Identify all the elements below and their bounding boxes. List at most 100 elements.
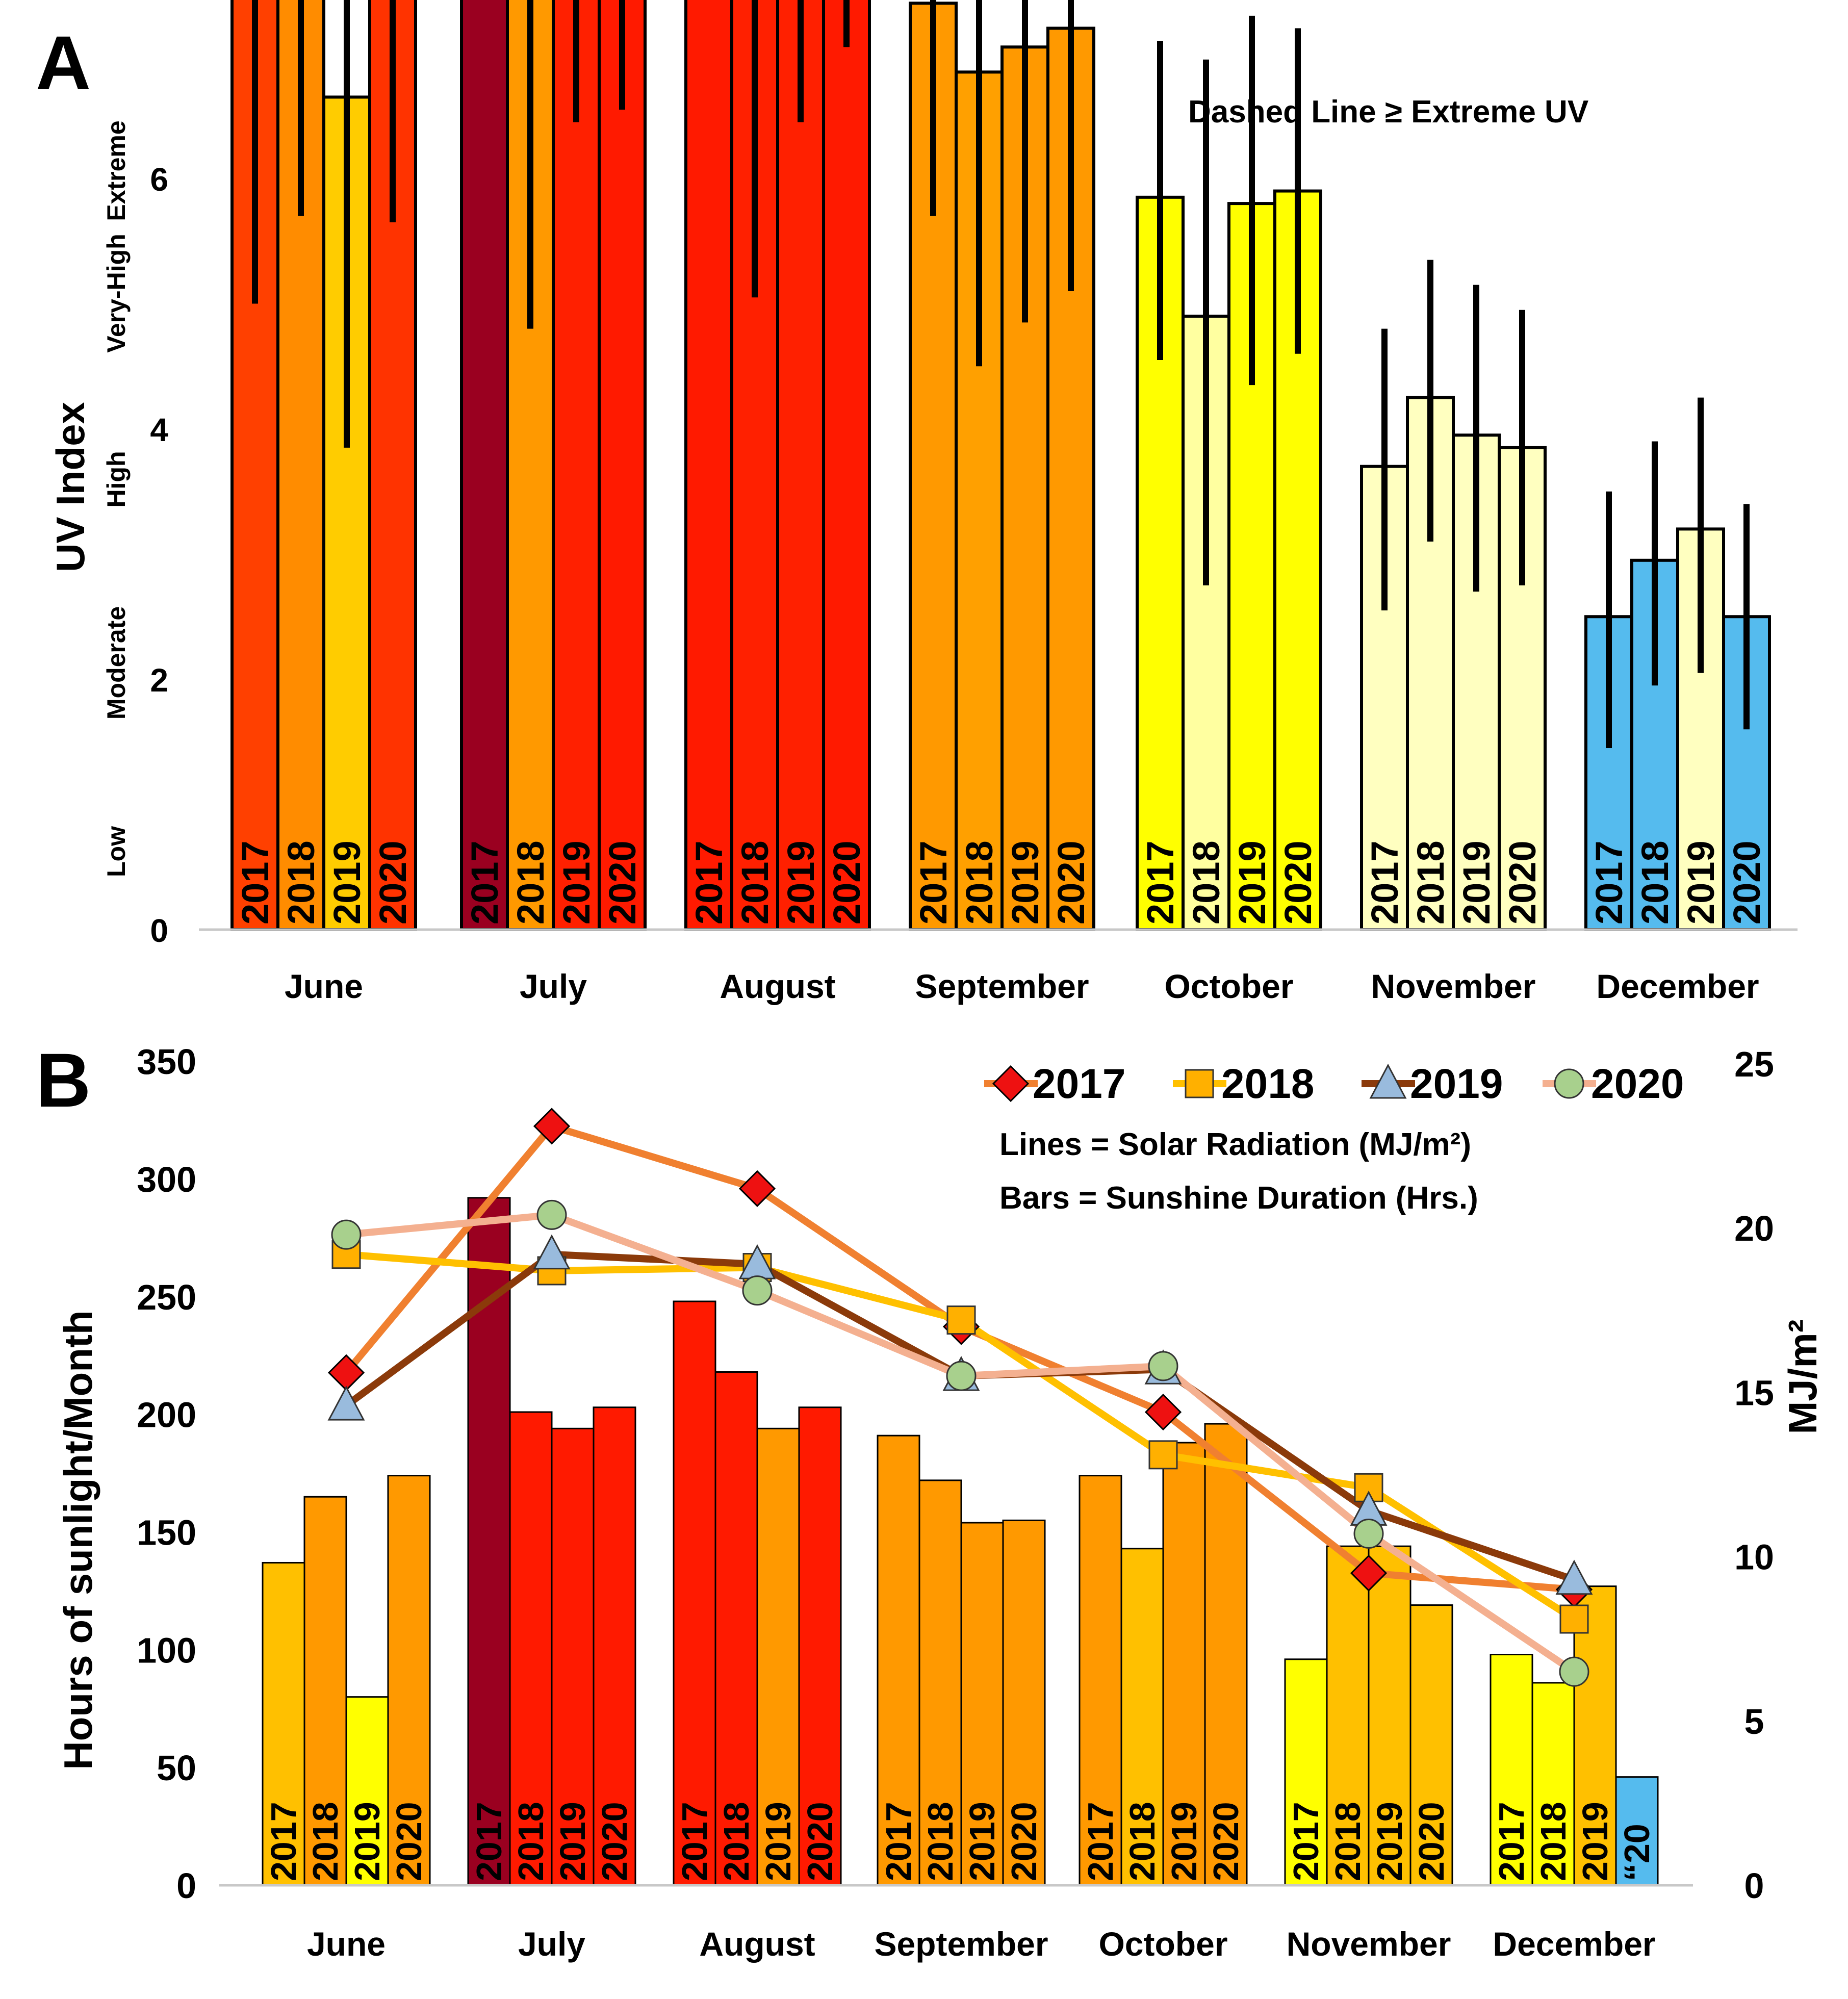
b-bar-november-2017 — [1284, 1658, 1328, 1886]
a-bar-july-2020 — [598, 0, 647, 932]
b-bar-august-2017 — [673, 1300, 716, 1886]
b-bar-october-2018 — [1120, 1548, 1164, 1886]
a-y-tick-label: 4 — [150, 412, 168, 448]
panel-b-x-labels: June July August September October November De… — [307, 1925, 1656, 1963]
b-bar-year-label: 2018 — [1533, 1802, 1573, 1881]
a-bar-year-label: 2017 — [688, 840, 730, 925]
a-bar-year-label: 2017 — [464, 840, 506, 925]
b-x-label-september: September — [874, 1925, 1048, 1963]
panel-b: B Hours of sunlight/Month MJ/m² 05010015… — [36, 1037, 1825, 1963]
panel-a-y-ticks: 02468101214 — [150, 161, 168, 949]
b-y-tick-label: 200 — [137, 1395, 196, 1435]
b-bar-year-label: 2020 — [595, 1802, 634, 1881]
a-x-label-november: November — [1371, 967, 1536, 1005]
b-marker-2017-diamond — [738, 1170, 776, 1207]
panel-b-y2label: MJ/m² — [1780, 1319, 1825, 1434]
b-bar-june-2018 — [303, 1496, 347, 1886]
panel-b-bars: 2017 2018 2019 2020 2017 2018 2019 2020 2017 2018… — [262, 1197, 1659, 1886]
a-bar-july-2017 — [460, 0, 509, 931]
panel-a-note: Dashed Line ≥ Extreme UV — [1188, 94, 1588, 130]
b-y-tick-label: 350 — [137, 1042, 196, 1082]
b-y2-tick-label: 20 — [1734, 1209, 1774, 1248]
a-bar-august-2019 — [776, 0, 825, 931]
b-bar-year-label: 2017 — [1492, 1802, 1531, 1881]
b-bar-year-label: 2018 — [716, 1802, 756, 1881]
b-bar-year-label: 2018 — [511, 1802, 551, 1881]
b-marker-2020-circle — [1353, 1518, 1384, 1549]
b-bar-year-label: 2017 — [469, 1802, 509, 1881]
b-bar-year-label: 2017 — [675, 1802, 714, 1881]
legend-label-2020: 2020 — [1591, 1061, 1684, 1107]
b-bar-year-label: 2019 — [1575, 1802, 1615, 1881]
a-bar-year-label: 2020 — [1050, 840, 1092, 925]
b-bar-year-label: 2019 — [553, 1802, 593, 1881]
uv-band-high: High — [102, 451, 131, 507]
a-bar-year-label: 2018 — [280, 840, 322, 925]
b-bar-september-2020 — [1002, 1519, 1046, 1886]
a-bar-july-2019 — [552, 0, 601, 931]
b-x-label-august: August — [699, 1925, 815, 1963]
b-bar-august-2018 — [714, 1371, 758, 1886]
b-bar-year-label: 2018 — [305, 1802, 345, 1881]
panel-b-label: B — [36, 1037, 91, 1123]
b-bar-year-label: 2019 — [962, 1802, 1002, 1881]
b-bar-june-2019 — [345, 1696, 389, 1886]
b-marker-2020-circle — [536, 1199, 567, 1230]
panel-a-bars: 2017 2018 2019 2020 2017 2018 2019 2020 2017 2018… — [230, 0, 1771, 932]
panel-a-ylabel: UV Index — [48, 402, 93, 572]
legend-marker-2018 — [1185, 1069, 1214, 1098]
a-bar-year-label: 2018 — [1409, 840, 1452, 925]
a-bar-year-label: 2017 — [1139, 840, 1182, 925]
a-bar-year-label: 2020 — [1726, 840, 1768, 925]
b-bar-year-label: 2018 — [1122, 1802, 1162, 1881]
panel-b-ylabel: Hours of sunlight/Month — [56, 1310, 100, 1770]
a-bar-year-label: 2020 — [1277, 840, 1319, 925]
b-y-tick-label: 150 — [137, 1513, 196, 1552]
panel-a-x-labels: June July August September October November De… — [285, 967, 1759, 1005]
b-bar-december-2020 — [1615, 1776, 1659, 1886]
uv-band-extreme: Extreme — [102, 120, 131, 221]
legend-label-2018: 2018 — [1221, 1061, 1314, 1107]
a-bar-year-label: 2018 — [958, 840, 1000, 925]
b-marker-2020-circle — [1148, 1351, 1178, 1381]
legend-marker-2020 — [1554, 1068, 1584, 1099]
b-marker-2020-circle — [1559, 1656, 1589, 1687]
a-x-label-september: September — [915, 967, 1089, 1005]
uv-band-labels: Low Moderate High Very-High Extreme — [102, 120, 131, 877]
b-y2-tick-label: 5 — [1744, 1702, 1764, 1741]
b-bar-december-2018 — [1531, 1682, 1575, 1886]
panel-a-error-bars — [252, 0, 1750, 749]
b-marker-2018-square — [1559, 1604, 1589, 1634]
legend-note-lines: Lines = Solar Radiation (MJ/m²) — [999, 1127, 1471, 1162]
a-bar-year-label: 2017 — [1588, 840, 1630, 925]
b-marker-2019-triangle — [1555, 1559, 1593, 1595]
b-marker-2020-circle — [742, 1275, 773, 1306]
legend-label-2017: 2017 — [1033, 1061, 1125, 1107]
a-bar-august-2020 — [822, 0, 871, 932]
b-bar-year-label: 2018 — [1328, 1802, 1368, 1881]
a-bar-year-label: 2017 — [1364, 840, 1406, 925]
panel-b-legend: 2017 2018 2019 2020 — [984, 1061, 1684, 1107]
a-x-label-june: June — [285, 967, 363, 1005]
b-bar-year-label: “20 — [1617, 1824, 1657, 1881]
a-bar-year-label: 2019 — [1680, 840, 1722, 925]
b-y-tick-label: 50 — [157, 1748, 196, 1788]
b-bar-year-label: 2020 — [800, 1802, 840, 1881]
a-x-label-december: December — [1596, 967, 1759, 1005]
b-marker-2020-circle — [331, 1219, 362, 1250]
b-marker-2017-diamond — [1350, 1554, 1388, 1592]
b-bar-year-label: 2019 — [1164, 1802, 1204, 1881]
uv-band-very-high: Very-High — [102, 234, 131, 352]
b-bar-year-label: 2019 — [1370, 1802, 1409, 1881]
b-bar-november-2020 — [1409, 1604, 1453, 1886]
b-x-label-june: June — [307, 1925, 386, 1963]
b-bar-year-label: 2019 — [347, 1802, 387, 1881]
a-x-label-october: October — [1164, 967, 1293, 1005]
b-y2-tick-label: 10 — [1734, 1537, 1774, 1577]
a-x-label-august: August — [720, 967, 835, 1005]
a-bar-year-label: 2017 — [912, 840, 955, 925]
b-bar-september-2019 — [960, 1522, 1004, 1886]
b-bar-year-label: 2017 — [264, 1802, 303, 1881]
b-bar-september-2018 — [918, 1479, 962, 1886]
b-y-tick-label: 100 — [137, 1630, 196, 1670]
